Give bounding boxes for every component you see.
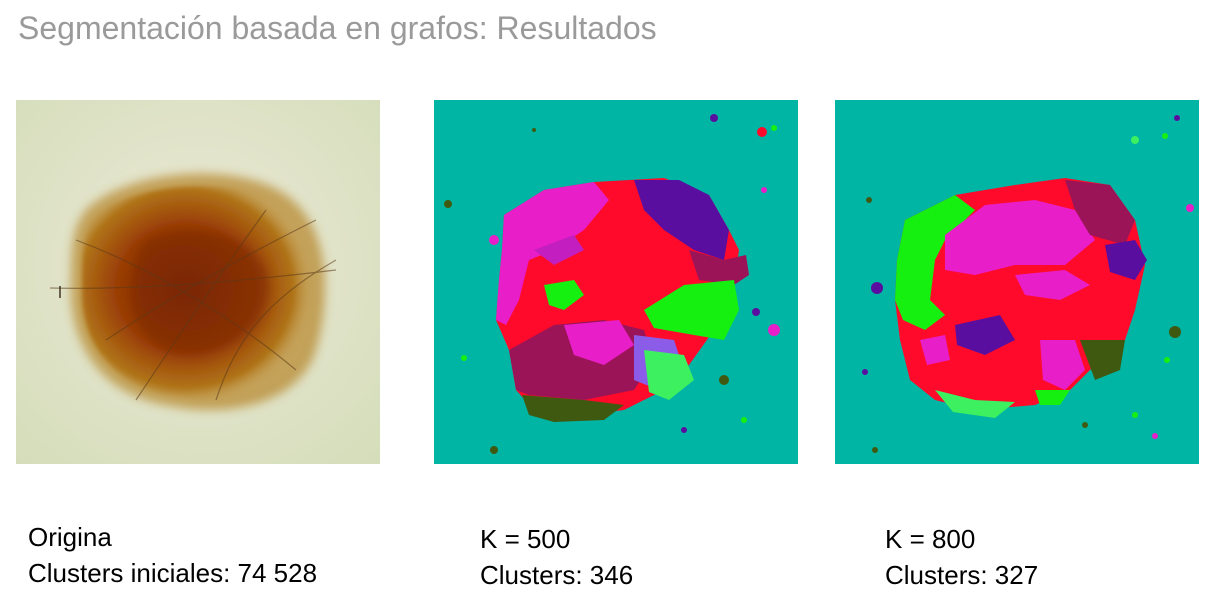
caption-k800-title: K = 800 (885, 524, 976, 554)
caption-k800: K = 800 Clusters: 327 (885, 521, 1038, 593)
slide-title: Segmentación basada en grafos: Resultado… (18, 10, 657, 46)
caption-k500-clusters: Clusters: 346 (480, 560, 634, 590)
caption-k500: K = 500 Clusters: 346 (480, 521, 633, 593)
caption-original: Origina Clusters iniciales: 74 528 (28, 519, 317, 591)
segmentation-k800-image (835, 100, 1199, 464)
caption-k800-clusters: Clusters: 327 (885, 560, 1039, 590)
caption-k500-title: K = 500 (480, 524, 571, 554)
original-lesion-image (16, 100, 380, 464)
caption-original-clusters: Clusters iniciales: 74 528 (28, 558, 318, 588)
segmentation-k500-image (434, 100, 798, 464)
caption-original-title: Origina (28, 522, 112, 552)
